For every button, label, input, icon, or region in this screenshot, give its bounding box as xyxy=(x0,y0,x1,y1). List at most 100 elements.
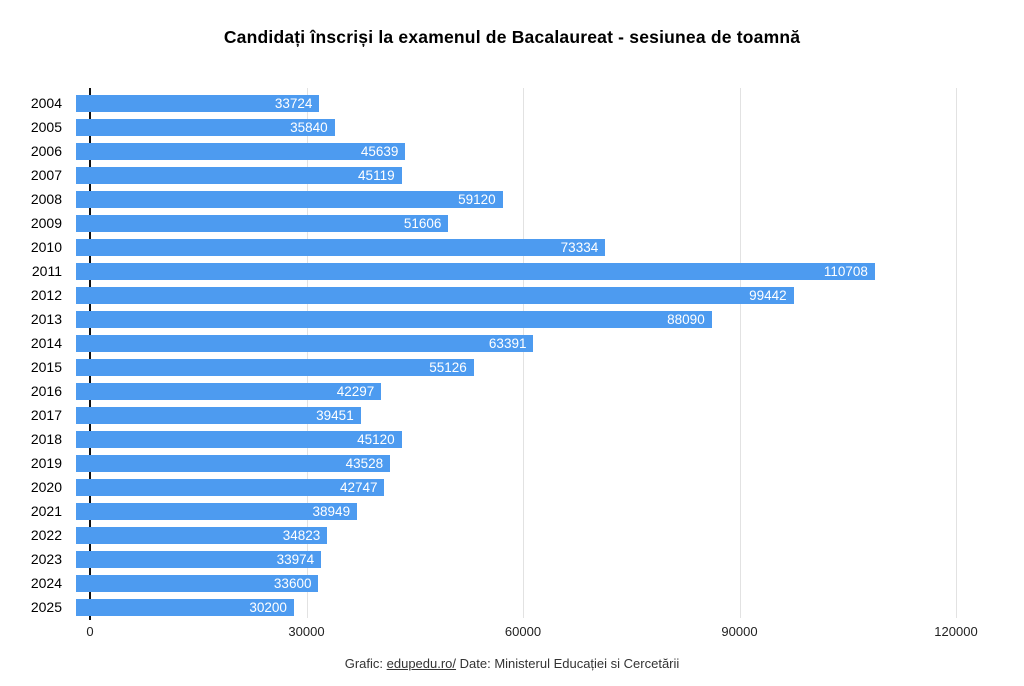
bar-rows: 2004 33724 2005 35840 2006 45639 2007 45119 2008… xyxy=(0,91,1024,619)
gridline xyxy=(306,88,308,618)
year-label: 2007 xyxy=(30,167,62,183)
bar-row: 2025 30200 xyxy=(0,595,1024,619)
bar: 45120 xyxy=(76,430,402,448)
bar-row: 2006 45639 xyxy=(0,139,1024,163)
bar: 51606 xyxy=(76,214,449,232)
bar-track: 43528 xyxy=(76,454,942,472)
bar: 45639 xyxy=(76,142,406,160)
bar: 34823 xyxy=(76,526,328,544)
bar-track: 88090 xyxy=(76,310,942,328)
bar-value-label: 43528 xyxy=(345,455,384,471)
bar-value-label: 45119 xyxy=(358,167,395,183)
bar-row: 2020 42747 xyxy=(0,475,1024,499)
bar-value-label: 73334 xyxy=(560,239,599,255)
year-label: 2005 xyxy=(30,119,62,135)
bar-value-label: 63391 xyxy=(488,335,527,351)
grid-layer xyxy=(90,88,957,618)
chart-footer: Grafic: edupedu.ro/ Date: Ministerul Edu… xyxy=(0,656,1024,671)
year-label: 2010 xyxy=(30,239,62,255)
bar: 59120 xyxy=(76,190,503,208)
bar-row: 2018 45120 xyxy=(0,427,1024,451)
bar-track: 45639 xyxy=(76,142,942,160)
bar: 39451 xyxy=(76,406,361,424)
x-tick-label: 90000 xyxy=(721,624,758,639)
x-tick-label: 30000 xyxy=(288,624,325,639)
gridline xyxy=(739,88,741,618)
bar-value-label: 33724 xyxy=(274,95,313,111)
bar-row: 2009 51606 xyxy=(0,211,1024,235)
year-label: 2017 xyxy=(30,407,62,423)
gridline xyxy=(956,88,957,618)
year-label: 2011 xyxy=(31,263,62,279)
bar-track: 33600 xyxy=(76,574,942,592)
bar-value-label: 99442 xyxy=(749,287,787,303)
bar-track: 39451 xyxy=(76,406,942,424)
gridline xyxy=(523,88,524,618)
year-label: 2009 xyxy=(30,215,62,231)
bar-row: 2017 39451 xyxy=(0,403,1024,427)
bar-row: 2022 34823 xyxy=(0,523,1024,547)
bar-row: 2021 38949 xyxy=(0,499,1024,523)
bar-track: 42747 xyxy=(76,478,942,496)
bar-row: 2023 33974 xyxy=(0,547,1024,571)
bar-row: 2014 63391 xyxy=(0,331,1024,355)
bar-row: 2010 73334 xyxy=(0,235,1024,259)
bar-value-label: 45120 xyxy=(357,431,395,447)
year-label: 2016 xyxy=(30,383,62,399)
bar: 33724 xyxy=(76,94,320,112)
footer-source-link[interactable]: edupedu.ro/ xyxy=(386,656,457,671)
bar-row: 2024 33600 xyxy=(0,571,1024,595)
bar-row: 2004 33724 xyxy=(0,91,1024,115)
bar: 43528 xyxy=(76,454,391,472)
bar-track: 99442 xyxy=(76,286,942,304)
year-label: 2018 xyxy=(30,431,62,447)
bar: 88090 xyxy=(76,310,712,328)
bar-row: 2013 88090 xyxy=(0,307,1024,331)
bar-value-label: 51606 xyxy=(403,215,442,231)
bar-row: 2016 42297 xyxy=(0,379,1024,403)
year-label: 2012 xyxy=(30,287,62,303)
bar-value-label: 45639 xyxy=(360,143,399,159)
footer-data-label: Date: Ministerul Educației si Cercetării xyxy=(459,656,680,671)
bar-track: 73334 xyxy=(76,238,942,256)
bar-value-label: 42297 xyxy=(336,383,375,399)
bar: 99442 xyxy=(76,286,794,304)
bar-value-label: 59120 xyxy=(458,191,496,207)
bar: 38949 xyxy=(76,502,358,520)
bar-track: 63391 xyxy=(76,334,942,352)
bar-row: 2011 110708 xyxy=(0,259,1024,283)
bar-track: 38949 xyxy=(76,502,942,520)
bar-row: 2019 43528 xyxy=(0,451,1024,475)
bar-track: 45119 xyxy=(76,166,942,184)
bar-row: 2005 35840 xyxy=(0,115,1024,139)
bar: 73334 xyxy=(76,238,606,256)
bar-value-label: 42747 xyxy=(339,479,378,495)
x-tick-label: 60000 xyxy=(504,624,542,639)
bar-value-label: 33974 xyxy=(276,551,315,567)
x-axis: 0 30000 60000 90000 120000 xyxy=(0,624,1024,642)
bar: 110708 xyxy=(76,262,875,280)
bar-value-label: 39451 xyxy=(316,407,354,423)
bar-value-label: 30200 xyxy=(249,599,287,615)
bar: 42747 xyxy=(76,478,385,496)
bar-value-label: 110708 xyxy=(823,263,868,279)
year-label: 2013 xyxy=(30,311,62,327)
footer-source-label: Grafic: xyxy=(344,656,383,671)
bar-value-label: 38949 xyxy=(312,503,351,519)
year-label: 2004 xyxy=(30,95,62,111)
x-tick-label: 0 xyxy=(86,624,94,639)
bar-value-label: 33600 xyxy=(273,575,312,591)
bar-row: 2012 99442 xyxy=(0,283,1024,307)
year-label: 2006 xyxy=(30,143,62,159)
year-label: 2020 xyxy=(30,479,62,495)
year-label: 2019 xyxy=(30,455,62,471)
bar-row: 2015 55126 xyxy=(0,355,1024,379)
bar: 35840 xyxy=(76,118,335,136)
year-label: 2024 xyxy=(30,575,62,591)
bar: 55126 xyxy=(76,358,474,376)
bar-track: 110708 xyxy=(76,262,942,280)
year-label: 2008 xyxy=(30,191,62,207)
year-label: 2023 xyxy=(30,551,62,567)
bar-track: 42297 xyxy=(76,382,942,400)
